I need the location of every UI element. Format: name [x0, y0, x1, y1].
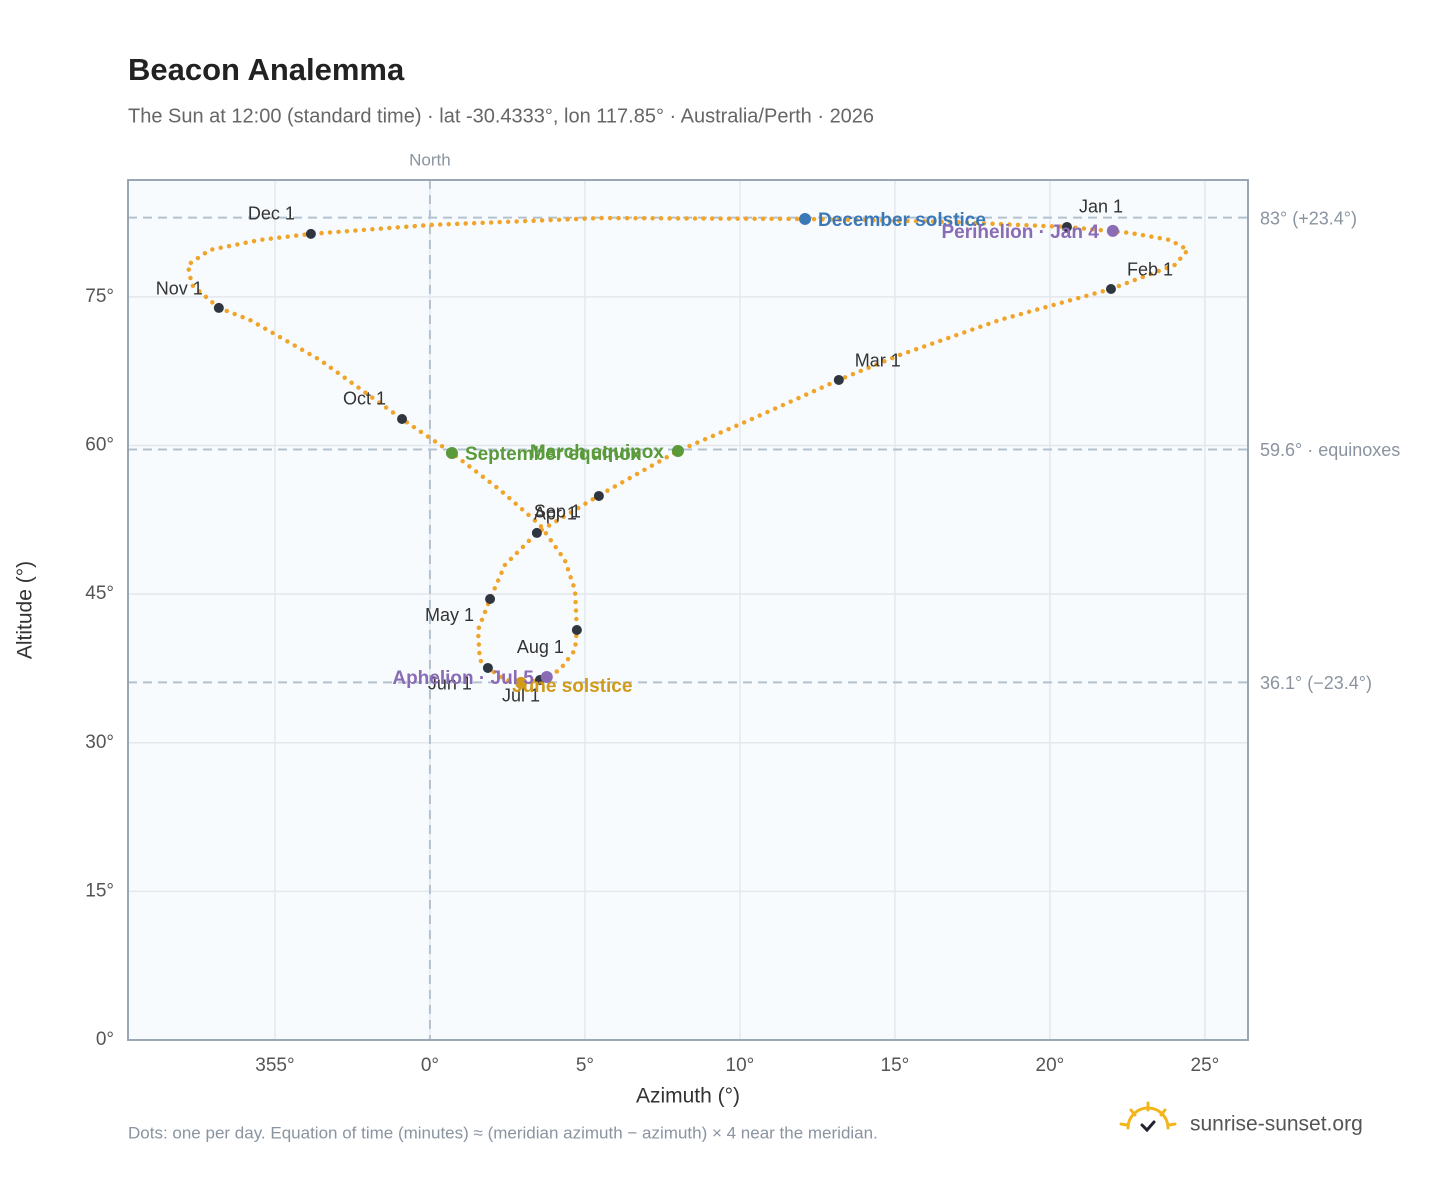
month-label: Jul 1	[502, 686, 540, 706]
x-tick-label: 20°	[1036, 1055, 1065, 1076]
month-marker	[1061, 221, 1072, 232]
month-label: Nov 1	[156, 279, 203, 299]
month-label: Aug 1	[517, 637, 564, 657]
y-tick-label: 60°	[85, 435, 114, 456]
event-label: September equinox	[465, 444, 642, 465]
event-label: Perihelion · Jan 4	[942, 222, 1100, 243]
event-marker	[445, 446, 458, 459]
reference-label: 59.6° · equinoxes	[1260, 440, 1400, 460]
y-tick-label: 75°	[85, 286, 114, 307]
x-tick-label: 0°	[421, 1055, 439, 1076]
brand-name: sunrise-sunset.org	[1190, 1113, 1363, 1136]
x-axis-label: Azimuth (°)	[636, 1085, 740, 1108]
event-label: March equinox	[530, 442, 665, 463]
y-tick-label: 30°	[85, 732, 114, 753]
month-label: Apr 1	[534, 504, 577, 524]
month-marker	[213, 302, 224, 313]
meridian-label: North	[409, 150, 451, 169]
x-tick-label: 25°	[1191, 1055, 1220, 1076]
brand-logo	[1119, 1101, 1177, 1133]
month-marker	[485, 594, 496, 605]
event-marker	[1106, 224, 1119, 237]
chart-subtitle: The Sun at 12:00 (standard time) · lat -…	[128, 105, 874, 127]
month-label: Jan 1	[1079, 197, 1123, 217]
chart-title: Beacon Analemma	[128, 52, 405, 87]
footnote: Dots: one per day. Equation of time (min…	[128, 1123, 878, 1142]
x-tick-label: 5°	[576, 1055, 594, 1076]
x-tick-label: 355°	[255, 1055, 294, 1076]
month-marker	[593, 490, 604, 501]
month-marker	[571, 625, 582, 636]
event-marker	[671, 444, 684, 457]
month-label: Mar 1	[855, 351, 901, 371]
month-marker	[397, 413, 408, 424]
y-axis-label: Altitude (°)	[14, 561, 37, 659]
plot-border	[127, 179, 1249, 1041]
month-marker	[305, 228, 316, 239]
x-tick-label: 15°	[881, 1055, 910, 1076]
month-label: Jun 1	[428, 674, 472, 694]
event-marker	[540, 670, 553, 683]
analemma-curve	[185, 215, 1192, 686]
x-tick-label: 10°	[726, 1055, 755, 1076]
month-label: May 1	[425, 605, 474, 625]
event-label: June solstice	[512, 676, 632, 697]
event-marker	[799, 212, 812, 225]
month-label: Sep 1	[534, 502, 581, 522]
month-marker	[833, 374, 844, 385]
month-marker	[1105, 283, 1116, 294]
event-marker	[515, 676, 528, 689]
event-label: Aphelion · Jul 5	[392, 668, 534, 689]
plot-area	[128, 180, 1248, 1040]
month-marker	[482, 662, 493, 673]
month-label: Oct 1	[343, 389, 386, 409]
reference-label: 83° (+23.4°)	[1260, 208, 1357, 228]
y-tick-label: 15°	[85, 880, 114, 901]
month-label: Feb 1	[1127, 260, 1173, 280]
month-label: Dec 1	[248, 204, 295, 224]
y-tick-label: 0°	[96, 1029, 114, 1050]
event-label: December solstice	[818, 210, 986, 231]
y-tick-label: 45°	[85, 583, 114, 604]
reference-label: 36.1° (−23.4°)	[1260, 673, 1372, 693]
month-marker	[531, 527, 542, 538]
